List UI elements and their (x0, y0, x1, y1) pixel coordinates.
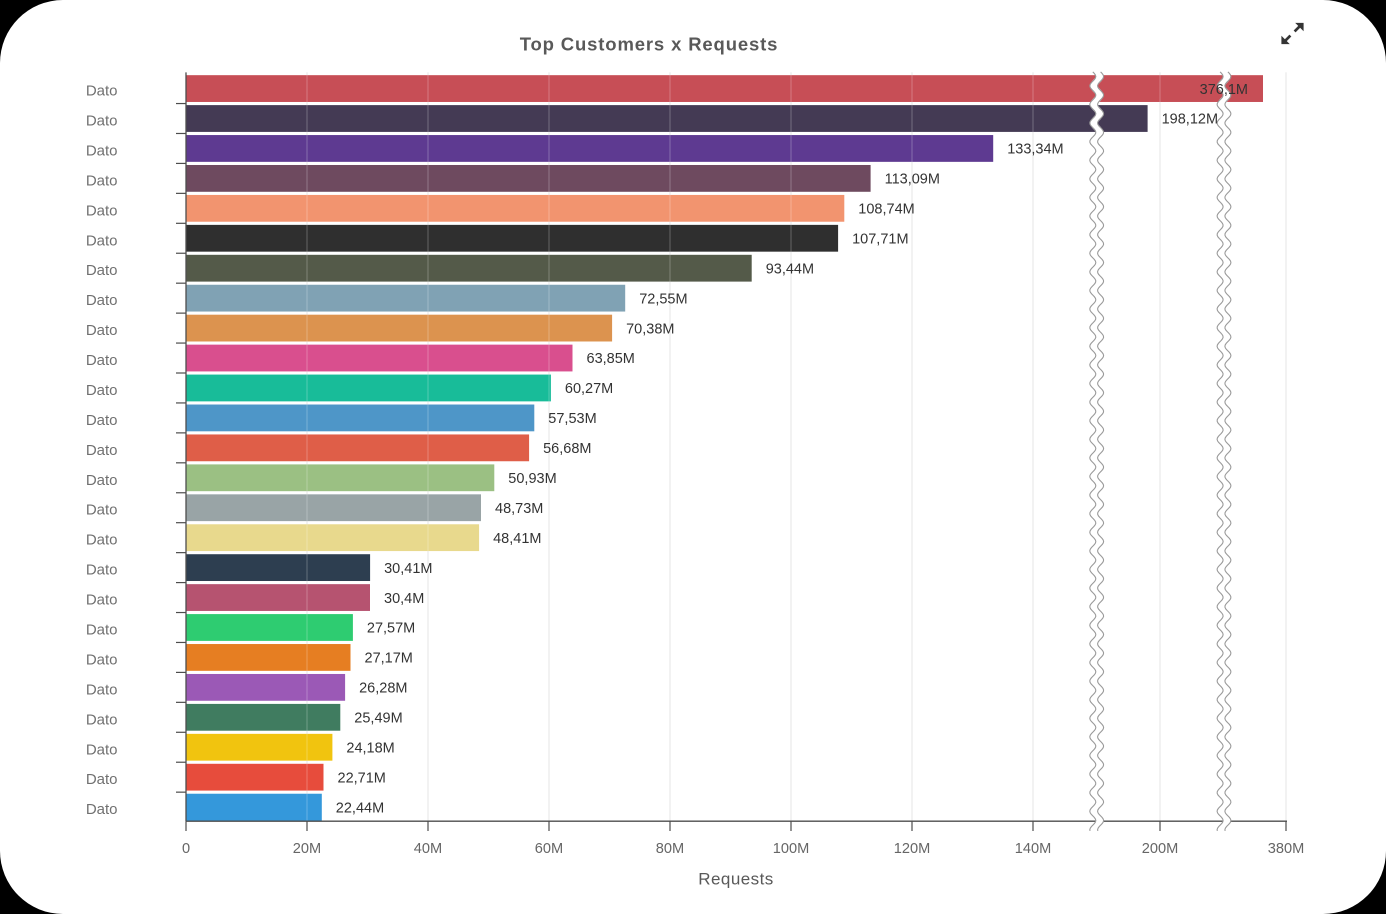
svg-text:50,93M: 50,93M (508, 471, 556, 487)
svg-text:Dato: Dato (86, 621, 118, 638)
svg-text:200M: 200M (1142, 841, 1179, 857)
svg-text:Dato: Dato (86, 532, 118, 549)
svg-text:24,18M: 24,18M (346, 740, 394, 756)
svg-text:0: 0 (182, 841, 190, 857)
svg-text:80M: 80M (656, 841, 684, 857)
svg-text:22,44M: 22,44M (336, 800, 384, 816)
svg-text:63,85M: 63,85M (587, 351, 635, 367)
svg-text:Dato: Dato (86, 172, 118, 189)
svg-text:Dato: Dato (86, 352, 118, 369)
svg-text:56,68M: 56,68M (543, 441, 591, 457)
svg-text:93,44M: 93,44M (766, 261, 814, 277)
svg-text:Dato: Dato (86, 711, 118, 728)
svg-text:Dato: Dato (86, 592, 118, 609)
svg-text:133,34M: 133,34M (1007, 142, 1063, 158)
svg-text:198,12M: 198,12M (1162, 112, 1218, 128)
svg-text:22,71M: 22,71M (338, 770, 386, 786)
svg-text:48,73M: 48,73M (495, 501, 543, 517)
svg-text:Dato: Dato (86, 472, 118, 489)
svg-text:Dato: Dato (86, 322, 118, 339)
svg-text:Dato: Dato (86, 202, 118, 219)
svg-text:60,27M: 60,27M (565, 381, 613, 397)
svg-text:Dato: Dato (86, 113, 118, 130)
svg-text:40M: 40M (414, 841, 442, 857)
svg-text:380M: 380M (1268, 841, 1305, 857)
svg-text:100M: 100M (773, 841, 810, 857)
svg-text:26,28M: 26,28M (359, 681, 407, 697)
svg-text:70,38M: 70,38M (626, 321, 674, 337)
svg-text:48,41M: 48,41M (493, 531, 541, 547)
svg-text:120M: 120M (894, 841, 931, 857)
svg-text:20M: 20M (293, 841, 321, 857)
svg-text:Dato: Dato (86, 502, 118, 519)
svg-text:Dato: Dato (86, 681, 118, 698)
svg-text:27,17M: 27,17M (365, 651, 413, 667)
svg-text:57,53M: 57,53M (548, 411, 596, 427)
svg-text:Dato: Dato (86, 382, 118, 399)
svg-text:72,55M: 72,55M (639, 291, 687, 307)
svg-text:Dato: Dato (86, 801, 118, 818)
svg-text:113,09M: 113,09M (885, 172, 940, 188)
svg-text:27,57M: 27,57M (367, 621, 415, 637)
svg-text:Dato: Dato (86, 142, 118, 159)
svg-text:Dato: Dato (86, 562, 118, 579)
svg-text:Top Customers x Requests: Top Customers x Requests (520, 34, 779, 55)
svg-text:Dato: Dato (86, 442, 118, 459)
svg-text:30,4M: 30,4M (384, 591, 424, 607)
svg-text:30,41M: 30,41M (384, 561, 432, 577)
svg-text:107,71M: 107,71M (852, 231, 908, 247)
svg-text:376,1M: 376,1M (1200, 82, 1248, 98)
svg-text:Dato: Dato (86, 771, 118, 788)
svg-text:Dato: Dato (86, 232, 118, 249)
svg-text:Dato: Dato (86, 292, 118, 309)
svg-text:108,74M: 108,74M (858, 202, 914, 218)
svg-text:Dato: Dato (86, 741, 118, 758)
svg-text:Requests: Requests (698, 870, 773, 889)
svg-text:25,49M: 25,49M (354, 711, 402, 727)
svg-text:60M: 60M (535, 841, 563, 857)
svg-text:Dato: Dato (86, 651, 118, 668)
svg-text:Dato: Dato (86, 262, 118, 279)
svg-text:Dato: Dato (86, 412, 118, 429)
svg-text:Dato: Dato (86, 83, 118, 100)
svg-text:140M: 140M (1015, 841, 1052, 857)
